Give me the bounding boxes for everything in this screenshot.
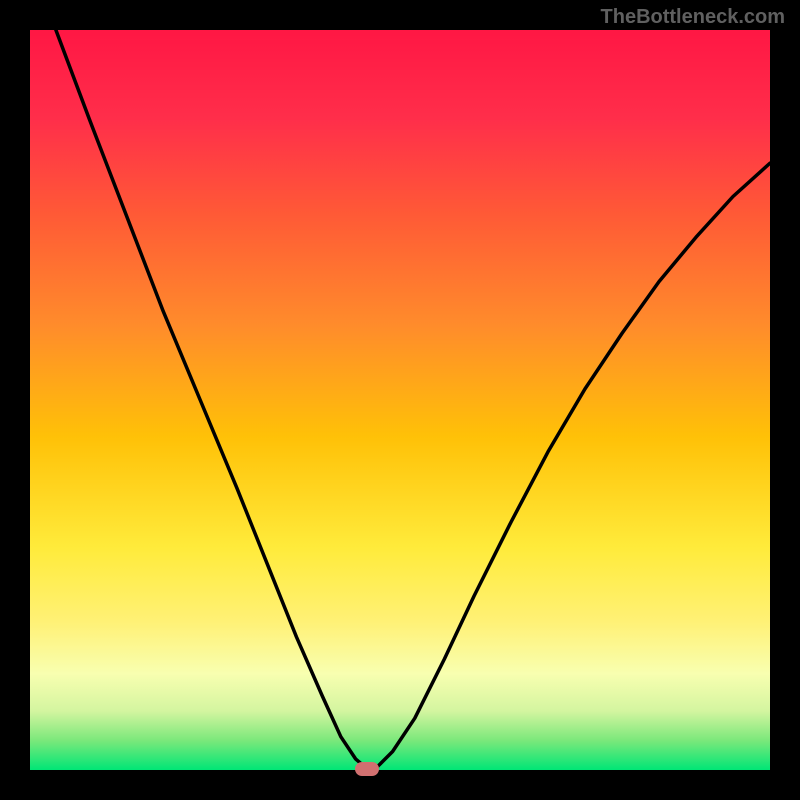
chart-container: TheBottleneck.com xyxy=(0,0,800,800)
watermark-text: TheBottleneck.com xyxy=(601,6,785,29)
optimal-point-marker xyxy=(355,762,379,776)
plot-area xyxy=(30,30,770,770)
bottleneck-curve xyxy=(30,30,770,770)
